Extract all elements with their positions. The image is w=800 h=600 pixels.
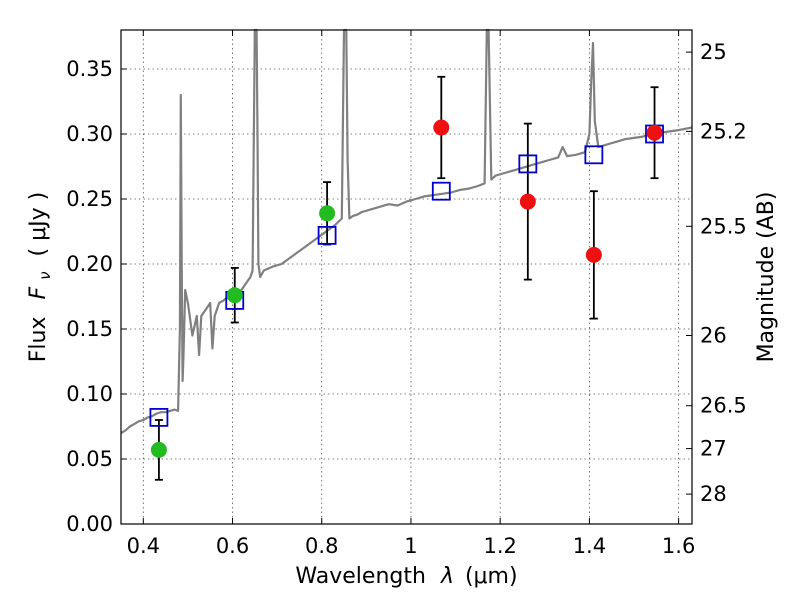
y2-tick-label: 25 <box>700 40 727 64</box>
model-spectrum-line <box>120 28 693 434</box>
synthetic-photometry-square <box>317 225 337 245</box>
red-photometry-point <box>519 193 536 210</box>
synthetic-photometry-square <box>149 407 169 427</box>
x-tick-label: 1.4 <box>573 534 606 558</box>
y2-tick-label: 26 <box>700 324 727 348</box>
observed-photometry-markers <box>150 119 663 458</box>
axes: 0.4 0.6 0.8 1 1.2 1.4 1.6 0.00 0.05 0.10 0.15 0.20 0… <box>66 30 747 558</box>
synthetic-photometry-square <box>584 145 604 165</box>
y-tick-label: 0.00 <box>66 512 113 536</box>
x-tick-label: 1.2 <box>483 534 516 558</box>
y-tick-label: 0.25 <box>66 187 113 211</box>
error-bars <box>154 75 659 481</box>
green-photometry-point <box>319 205 336 222</box>
grid-lines <box>121 30 692 525</box>
y2-tick-label: 26.5 <box>700 394 747 418</box>
y-axis-label: Flux F ν ( μJy ) <box>26 192 56 362</box>
model-spectrum <box>120 28 693 434</box>
y2-tick-label: 25.2 <box>700 119 747 143</box>
y-axis-label-prefix: Flux <box>26 316 51 362</box>
y-tick-label: 0.15 <box>66 317 113 341</box>
y-axis-label-unit: ( μJy ) <box>26 192 51 257</box>
y-tick-label: 0.30 <box>66 122 113 146</box>
y-tick-label: 0.35 <box>66 57 113 81</box>
y2-tick-label: 27 <box>700 437 727 461</box>
x-axis-label-symbol: λ <box>440 564 454 589</box>
red-photometry-point <box>433 119 450 136</box>
y-tick-label: 0.10 <box>66 382 113 406</box>
y2-axis-label: Magnitude (AB) <box>754 192 779 363</box>
synthetic-photometry-markers <box>149 124 664 427</box>
y2-tick-label: 25.5 <box>700 214 747 238</box>
x-tick-label: 0.6 <box>216 534 249 558</box>
y-tick-label: 0.20 <box>66 252 113 276</box>
red-photometry-point <box>585 246 602 263</box>
plot-frame <box>120 29 693 525</box>
y-tick-label: 0.05 <box>66 447 113 471</box>
x-axis-label-prefix: Wavelength <box>295 564 426 589</box>
x-axis-label-unit: (μm) <box>465 564 518 589</box>
synthetic-photometry-square <box>431 181 451 201</box>
x-tick-label: 1 <box>404 534 417 558</box>
y-axis-label-symbol: F <box>26 286 51 299</box>
x-tick-label: 0.4 <box>127 534 160 558</box>
x-tick-label: 1.6 <box>662 534 695 558</box>
y2-tick-label: 28 <box>700 482 727 506</box>
x-tick-label: 0.8 <box>305 534 338 558</box>
synthetic-photometry-square <box>518 154 538 174</box>
y-axis-label-subscript: ν <box>36 271 54 279</box>
x-axis-label: Wavelength λ (μm) <box>295 564 517 589</box>
green-photometry-point <box>226 287 243 304</box>
green-photometry-point <box>150 441 167 458</box>
red-photometry-point <box>646 124 663 141</box>
